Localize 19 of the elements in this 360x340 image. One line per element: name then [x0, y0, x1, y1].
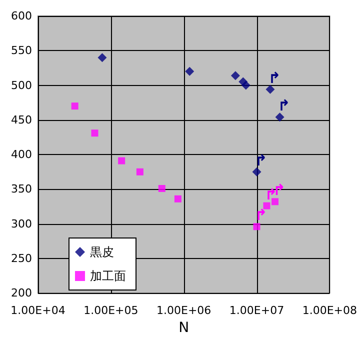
x-tick-label: 1.00E+07	[229, 304, 284, 318]
x-tick-label: 1.00E+05	[84, 304, 138, 318]
x-tick-label: 1.00E+06	[156, 304, 212, 318]
y-tick-label: 500	[11, 78, 32, 92]
x-tick-label: 1.00E+04	[10, 304, 66, 318]
y-tick-label: 300	[11, 217, 32, 230]
annotation: ↱	[268, 68, 281, 87]
y-tick-label: 550	[11, 44, 32, 58]
legend-label: 加工面	[90, 269, 126, 283]
y-tick-label: 600	[11, 10, 32, 22]
y-tick-label: 250	[11, 252, 32, 265]
y-tick-label: 350	[11, 182, 32, 196]
legend-label: 黒皮	[90, 245, 114, 259]
annotation: ↱	[278, 96, 290, 115]
x-tick-label: 1.00E+08	[302, 304, 357, 318]
y-tick-label: 400	[11, 148, 32, 162]
y-tick-label: 200	[11, 286, 32, 300]
y-tick-label: 450	[11, 113, 32, 126]
x-axis-title: N	[178, 320, 190, 336]
